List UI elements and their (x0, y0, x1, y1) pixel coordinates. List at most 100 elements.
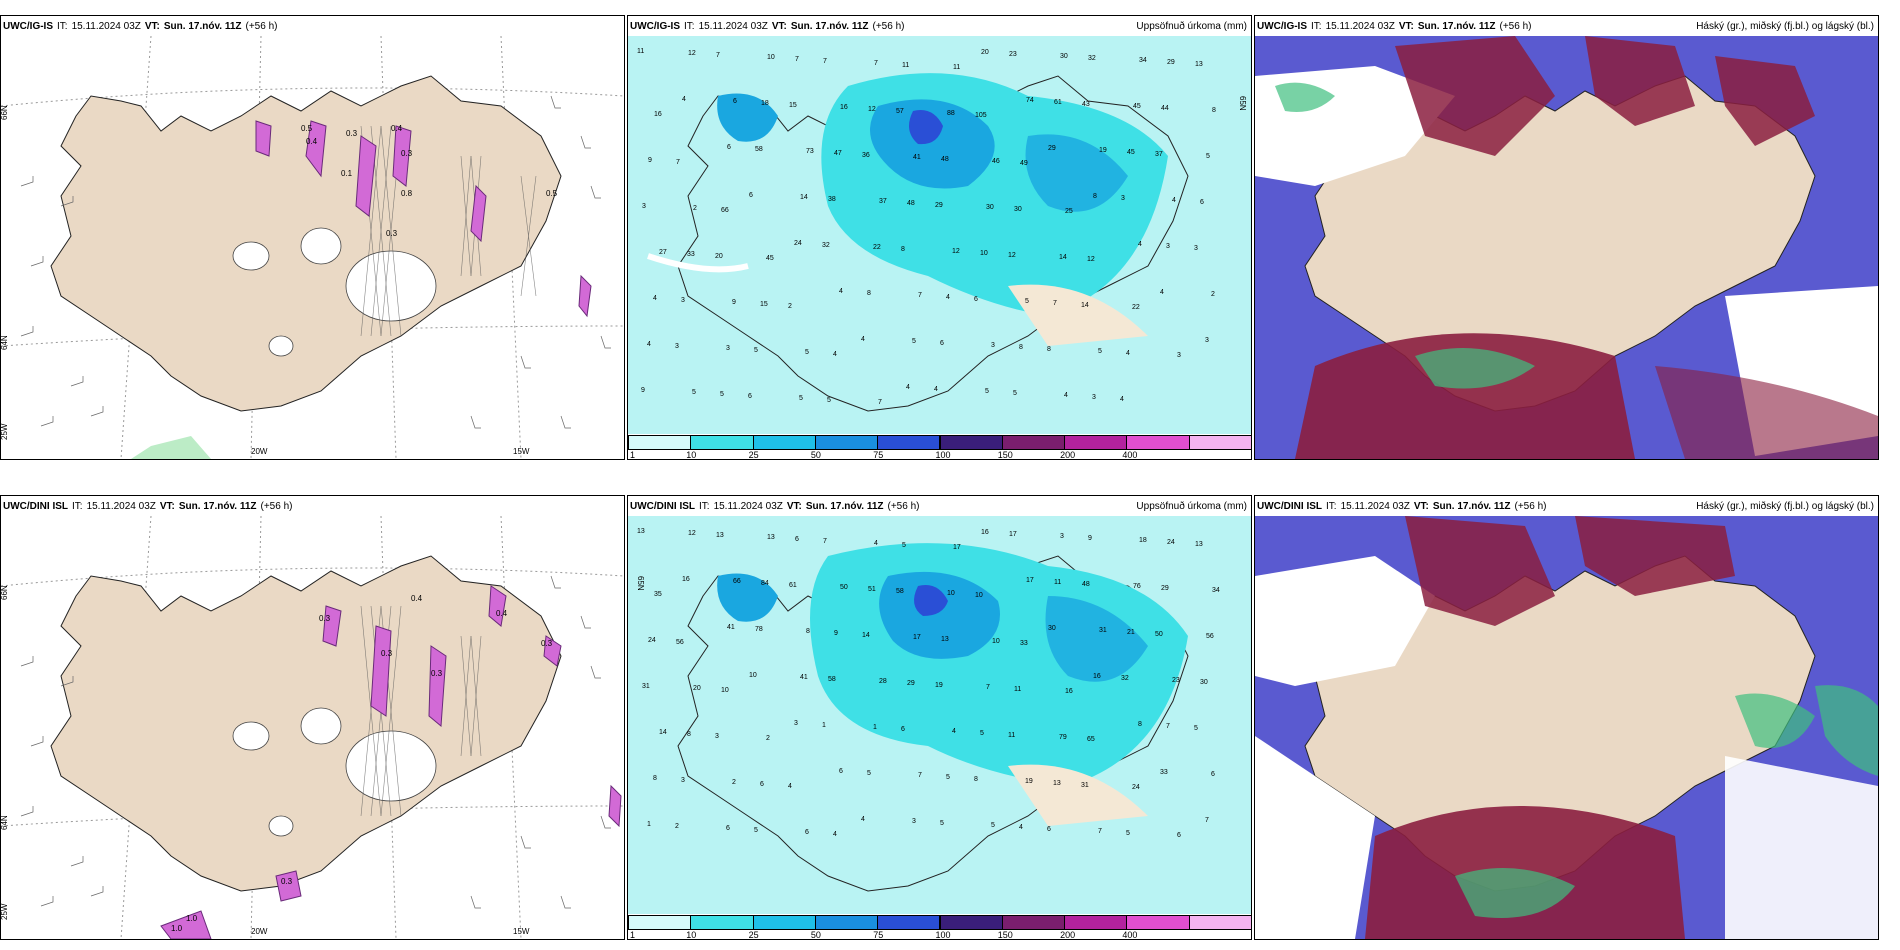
precip-value: 8 (867, 290, 871, 297)
precip-value: 5 (754, 827, 758, 834)
colorbar-segment (690, 915, 754, 930)
precip-value: 6 (733, 98, 737, 105)
colorbar-segment (690, 435, 754, 450)
precip-value: 35 (654, 591, 662, 598)
wind-map: 66N 64N 25W 20W 15W 0.3 0.4 0.3 0.3 0.3 … (1, 516, 624, 939)
precip-value: 5 (991, 822, 995, 829)
precip-value: 10 (721, 687, 729, 694)
vt-value: Sun. 17.nóv. 11Z (1432, 500, 1511, 512)
precip-value: 2 (732, 779, 736, 786)
precip-colorbar: 1 10 25 50 75 100 150 200 400 (628, 914, 1251, 939)
precip-value: 28 (879, 678, 887, 685)
precip-value: 29 (1048, 145, 1056, 152)
colorbar-segment (814, 435, 879, 450)
precip-value: 4 (839, 288, 843, 295)
precip-value: 6 (901, 726, 905, 733)
precip-value: 8 (687, 731, 691, 738)
precip-value: 5 (867, 770, 871, 777)
vt-label: VT: (159, 500, 175, 512)
precip-map: 13 12 13 13 6 7 4 5 17 16 17 3 9 18 24 13 35 16 66 84 61 50 51… (628, 516, 1251, 939)
value-label: 1.0 (186, 914, 198, 923)
lead-time: (+56 h) (245, 20, 278, 32)
lat-label: 25W (1, 903, 9, 920)
precip-value: 6 (940, 340, 944, 347)
precip-value: 20 (981, 49, 989, 56)
precip-value: 9 (1088, 535, 1092, 542)
precip-value: 34 (1212, 587, 1220, 594)
panel-header: UWC/DINI ISL IT: 15.11.2024 03Z VT: Sun.… (1, 496, 624, 516)
precip-value: 4 (682, 96, 686, 103)
precip-value: 12 (952, 248, 960, 255)
precip-value: 5 (1013, 390, 1017, 397)
precip-value: 56 (1206, 633, 1214, 640)
precip-value: 4 (647, 341, 651, 348)
precip-value: 49 (1020, 160, 1028, 167)
precip-value: 4 (1160, 289, 1164, 296)
panel-header: UWC/IG-IS IT: 15.11.2024 03Z VT: Sun. 17… (628, 16, 1251, 36)
precip-value: 17 (953, 544, 961, 551)
lead-time: (+56 h) (872, 20, 905, 32)
model-name: UWC/DINI ISL (630, 500, 695, 512)
colorbar-segment (939, 435, 1003, 450)
precip-value: 41 (913, 154, 921, 161)
colorbar-segment (877, 435, 941, 450)
colorbar-label: 1 (630, 930, 636, 940)
precip-value: 44 (1161, 105, 1169, 112)
precip-value: 6 (1177, 832, 1181, 839)
lon-label: 20W (251, 447, 268, 456)
value-label: 0.4 (391, 124, 403, 133)
cloud-panel-bottom: UWC/DINI ISL IT: 15.11.2024 03Z VT: Sun.… (1254, 495, 1879, 940)
it-value: 15.11.2024 03Z (1325, 20, 1395, 32)
precip-value: 41 (800, 674, 808, 681)
value-label: 0.3 (346, 129, 358, 138)
precip-map: 11 12 7 10 7 7 7 11 11 20 23 30 32 34 29 13 16 4 6 18 15 16 12… (628, 36, 1251, 459)
precip-value: 4 (906, 384, 910, 391)
colorbar-label: 25 (748, 930, 759, 940)
precip-value: 29 (1161, 585, 1169, 592)
precip-value: 13 (941, 636, 949, 643)
precip-value: 12 (1087, 256, 1095, 263)
it-value: 15.11.2024 03Z (86, 500, 156, 512)
precip-value: 5 (1025, 298, 1029, 305)
colorbar-label: 100 (935, 450, 951, 460)
colorbar-label: 10 (686, 930, 697, 940)
precip-value: 14 (1081, 302, 1089, 309)
value-label: 0.4 (411, 594, 423, 603)
precip-value: 4 (1120, 396, 1124, 403)
precip-value: 23 (1172, 677, 1180, 684)
colorbar-label: 75 (873, 450, 884, 460)
precip-value: 5 (799, 395, 803, 402)
colorbar-segment (1001, 915, 1066, 930)
precip-value: 105 (975, 112, 987, 119)
precip-value: 7 (716, 52, 720, 59)
precip-value: 3 (1060, 533, 1064, 540)
precip-value: 3 (726, 345, 730, 352)
precip-value: 10 (992, 638, 1000, 645)
precip-value: 5 (985, 388, 989, 395)
precip-value: 9 (834, 630, 838, 637)
precip-value: 9 (641, 387, 645, 394)
precip-value: 5 (720, 391, 724, 398)
precip-value: 1 (822, 722, 826, 729)
colorbar-segment (939, 915, 1003, 930)
colorbar-segment (877, 915, 941, 930)
precip-value: 32 (1088, 55, 1096, 62)
lon-label: 15W (513, 927, 530, 936)
precip-value: 4 (934, 386, 938, 393)
precip-value: 29 (935, 202, 943, 209)
colorbar-segment (628, 915, 692, 930)
precip-value: 1 (647, 821, 651, 828)
precip-value: 2 (675, 823, 679, 830)
precip-value: 4 (833, 831, 837, 838)
precip-value: 16 (840, 104, 848, 111)
precip-value: 11 (902, 62, 909, 69)
cloud-panel-top: UWC/IG-IS IT: 15.11.2024 03Z VT: Sun. 17… (1254, 15, 1879, 460)
precip-value: 3 (1177, 352, 1181, 359)
precip-value: 6 (748, 393, 752, 400)
precip-value: 57 (896, 108, 904, 115)
colorbar-segment (1064, 915, 1128, 930)
precip-value: 56 (676, 639, 684, 646)
vt-value: Sun. 17.nóv. 11Z (1417, 20, 1496, 32)
precip-value: 17 (1026, 577, 1034, 584)
precip-value: 3 (681, 297, 685, 304)
